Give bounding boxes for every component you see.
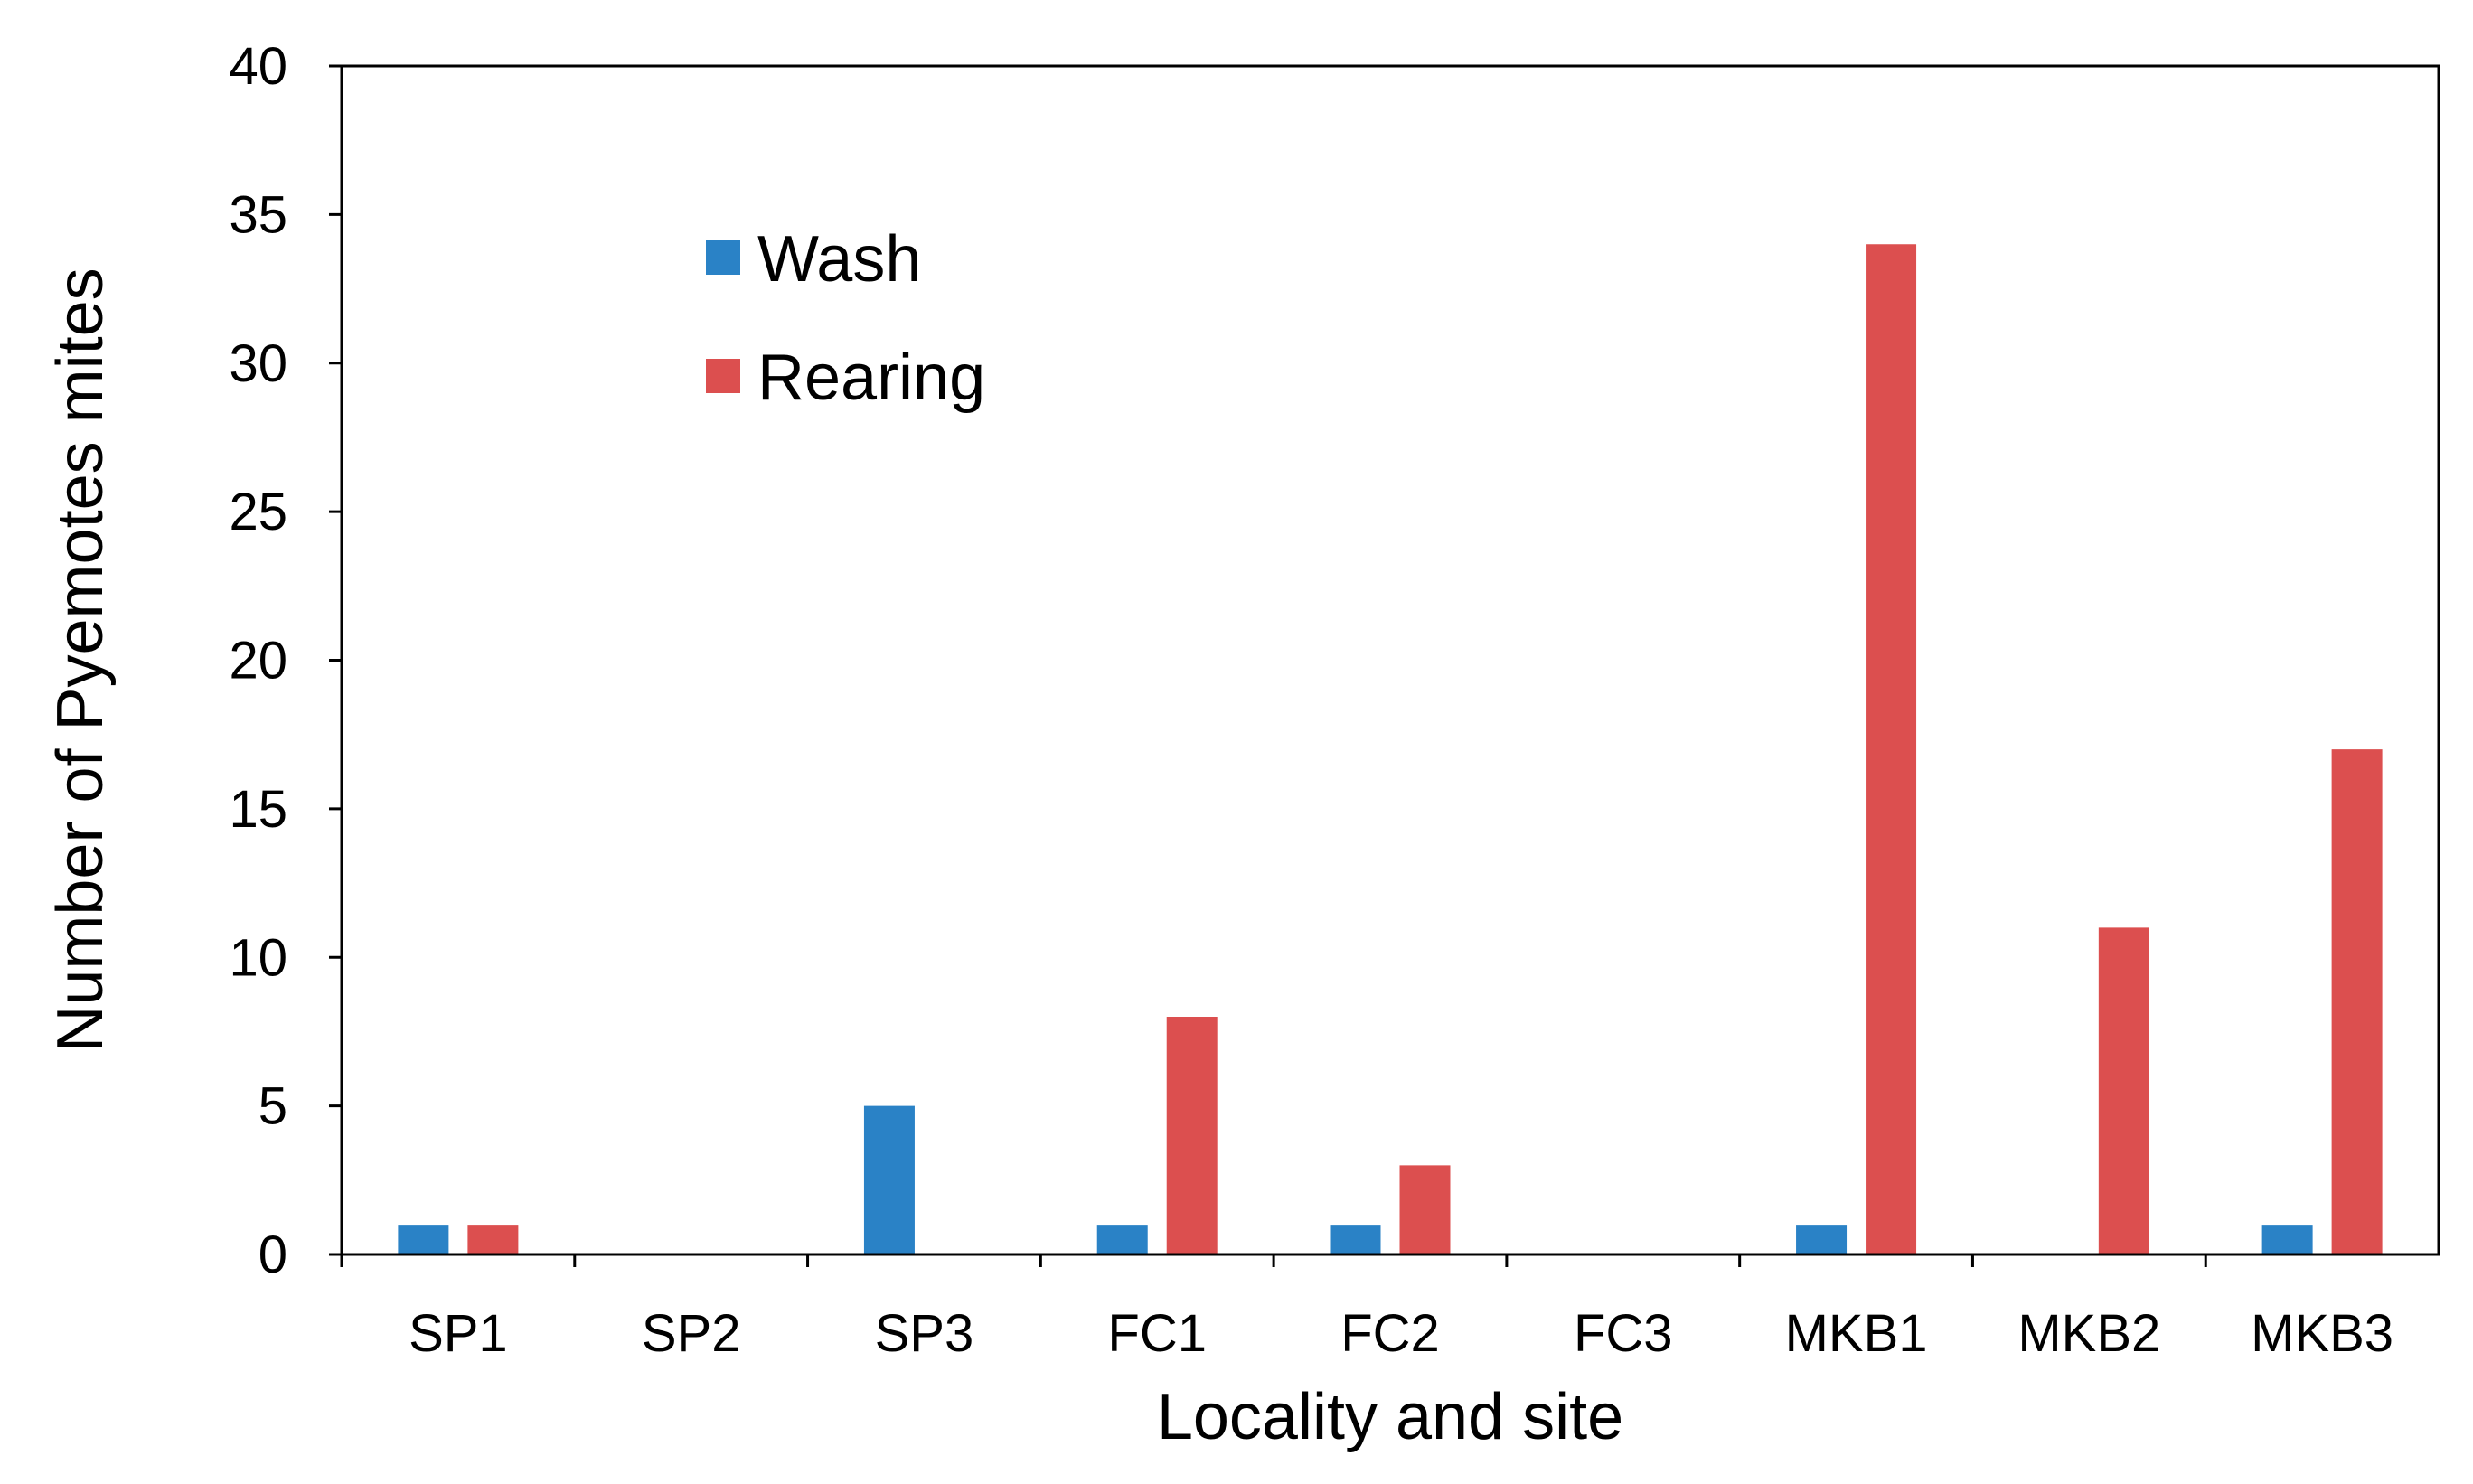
x-tick-label: SP2 xyxy=(642,1304,741,1363)
x-tick-label: SP3 xyxy=(875,1304,974,1363)
bar-rearing-mkb1 xyxy=(1866,244,1917,1254)
x-axis-title: Locality and site xyxy=(1157,1381,1623,1453)
y-tick-label: 35 xyxy=(229,185,287,244)
bar-wash-mkb3 xyxy=(2261,1225,2313,1254)
legend-swatch-rearing xyxy=(706,359,740,393)
x-axis-ticks: SP1 SP2 SP3 FC1 FC2 FC3 MKB1 MKB2 MKB3 xyxy=(340,1254,2393,1363)
x-tick-label: SP1 xyxy=(409,1304,508,1363)
bar-rearing-mkb3 xyxy=(2331,749,2383,1254)
y-tick-label: 5 xyxy=(259,1077,287,1136)
bar-wash-sp3 xyxy=(863,1105,915,1254)
legend-label-wash: Wash xyxy=(757,223,921,296)
bar-wash-sp1 xyxy=(398,1225,449,1254)
bar-rearing-mkb2 xyxy=(2098,927,2149,1254)
x-tick-label: FC2 xyxy=(1340,1304,1440,1363)
y-tick-label: 20 xyxy=(229,632,287,690)
y-tick-label: 25 xyxy=(229,483,287,541)
y-tick-label: 10 xyxy=(229,928,287,987)
y-tick-label: 15 xyxy=(229,780,287,839)
bars-layer xyxy=(398,244,2383,1254)
bar-rearing-fc2 xyxy=(1399,1165,1451,1254)
x-tick-label: MKB3 xyxy=(2251,1304,2393,1363)
y-axis-ticks: 0 5 10 15 20 25 30 35 40 xyxy=(229,37,342,1284)
x-tick-label: MKB1 xyxy=(1785,1304,1928,1363)
y-tick-label: 40 xyxy=(229,37,287,96)
y-axis-title: Number of Pyemotes mites xyxy=(44,268,117,1052)
legend-swatch-wash xyxy=(706,240,740,275)
x-tick-label: MKB2 xyxy=(2017,1304,2160,1363)
y-tick-label: 30 xyxy=(229,334,287,393)
bar-wash-mkb1 xyxy=(1796,1225,1848,1254)
legend-label-rearing: Rearing xyxy=(757,342,985,414)
bar-wash-fc1 xyxy=(1096,1225,1148,1254)
bar-wash-fc2 xyxy=(1330,1225,1381,1254)
x-tick-label: FC3 xyxy=(1574,1304,1673,1363)
bar-rearing-sp1 xyxy=(467,1225,519,1254)
y-tick-label: 0 xyxy=(259,1226,287,1284)
x-tick-label: FC1 xyxy=(1107,1304,1207,1363)
bar-rearing-fc1 xyxy=(1166,1017,1218,1254)
legend: Wash Rearing xyxy=(706,223,985,414)
